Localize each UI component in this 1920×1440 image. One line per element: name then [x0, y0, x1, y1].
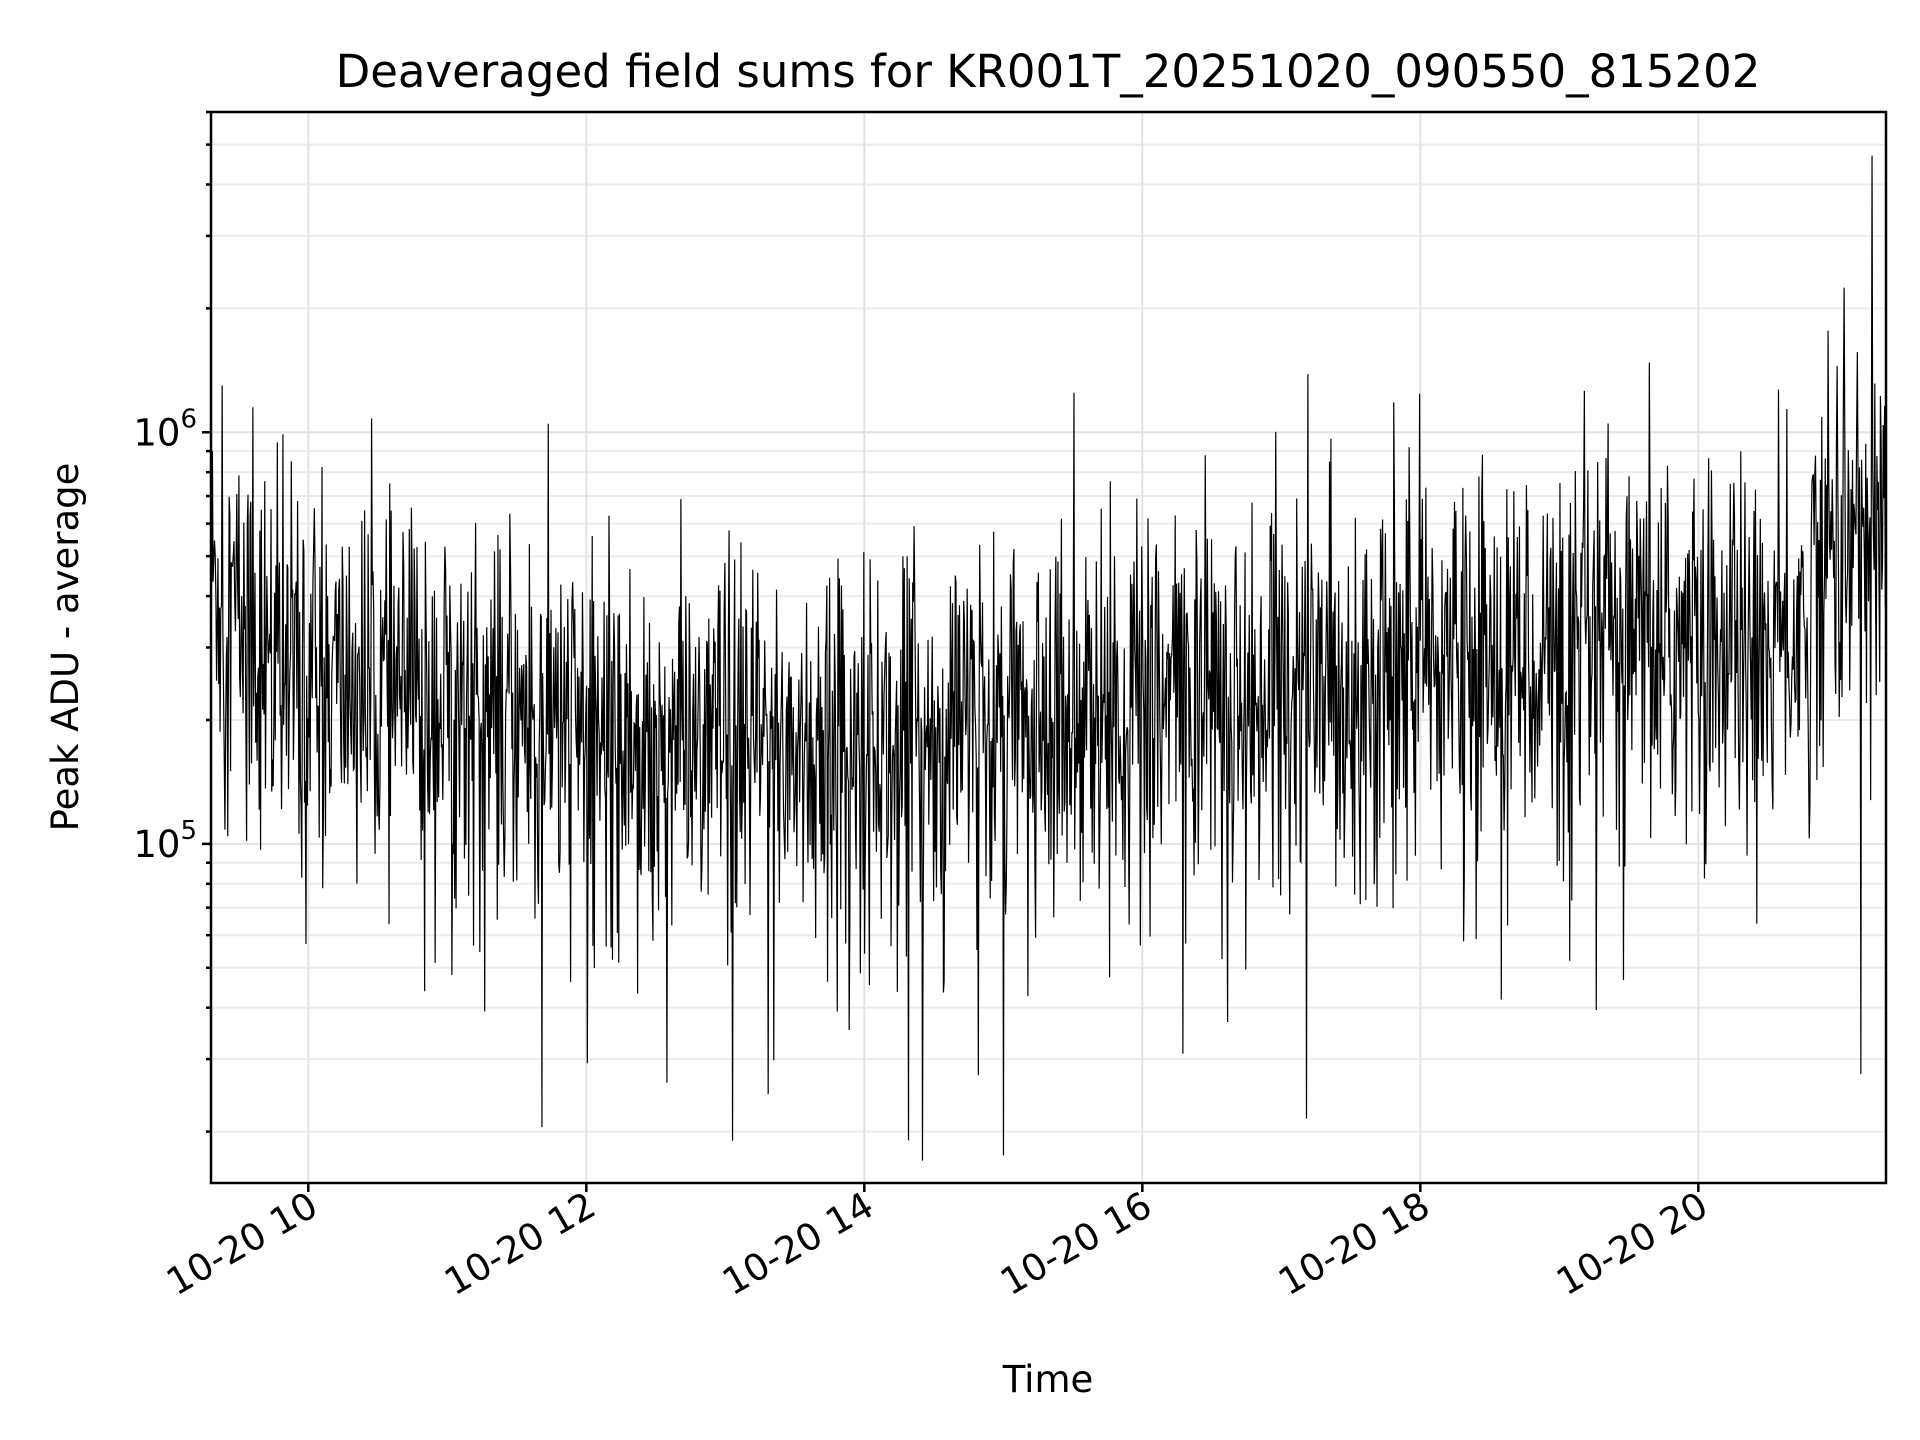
x-tick-label: 10-20 10 — [159, 1184, 325, 1304]
y-axis: 105 106 — [133, 110, 211, 1133]
x-tick-label: 10-20 16 — [993, 1184, 1159, 1304]
y-axis-label: Peak ADU - average — [44, 463, 87, 832]
series-group — [210, 155, 1887, 1161]
x-tick-label: 10-20 18 — [1271, 1184, 1437, 1304]
x-tick-label: 10-20 12 — [437, 1184, 603, 1304]
x-axis-label: Time — [1002, 1358, 1094, 1401]
y-tick-label: 106 — [133, 404, 197, 454]
y-tick-label: 105 — [133, 816, 197, 866]
x-tick-label: 10-20 20 — [1549, 1184, 1715, 1304]
x-tick-label: 10-20 14 — [715, 1184, 881, 1304]
chart-title: Deaveraged field sums for KR001T_2025102… — [336, 45, 1761, 98]
x-axis: 10-20 10 10-20 12 10-20 14 10-20 16 10-20 18… — [159, 1183, 1715, 1304]
series-line — [210, 155, 1887, 1161]
